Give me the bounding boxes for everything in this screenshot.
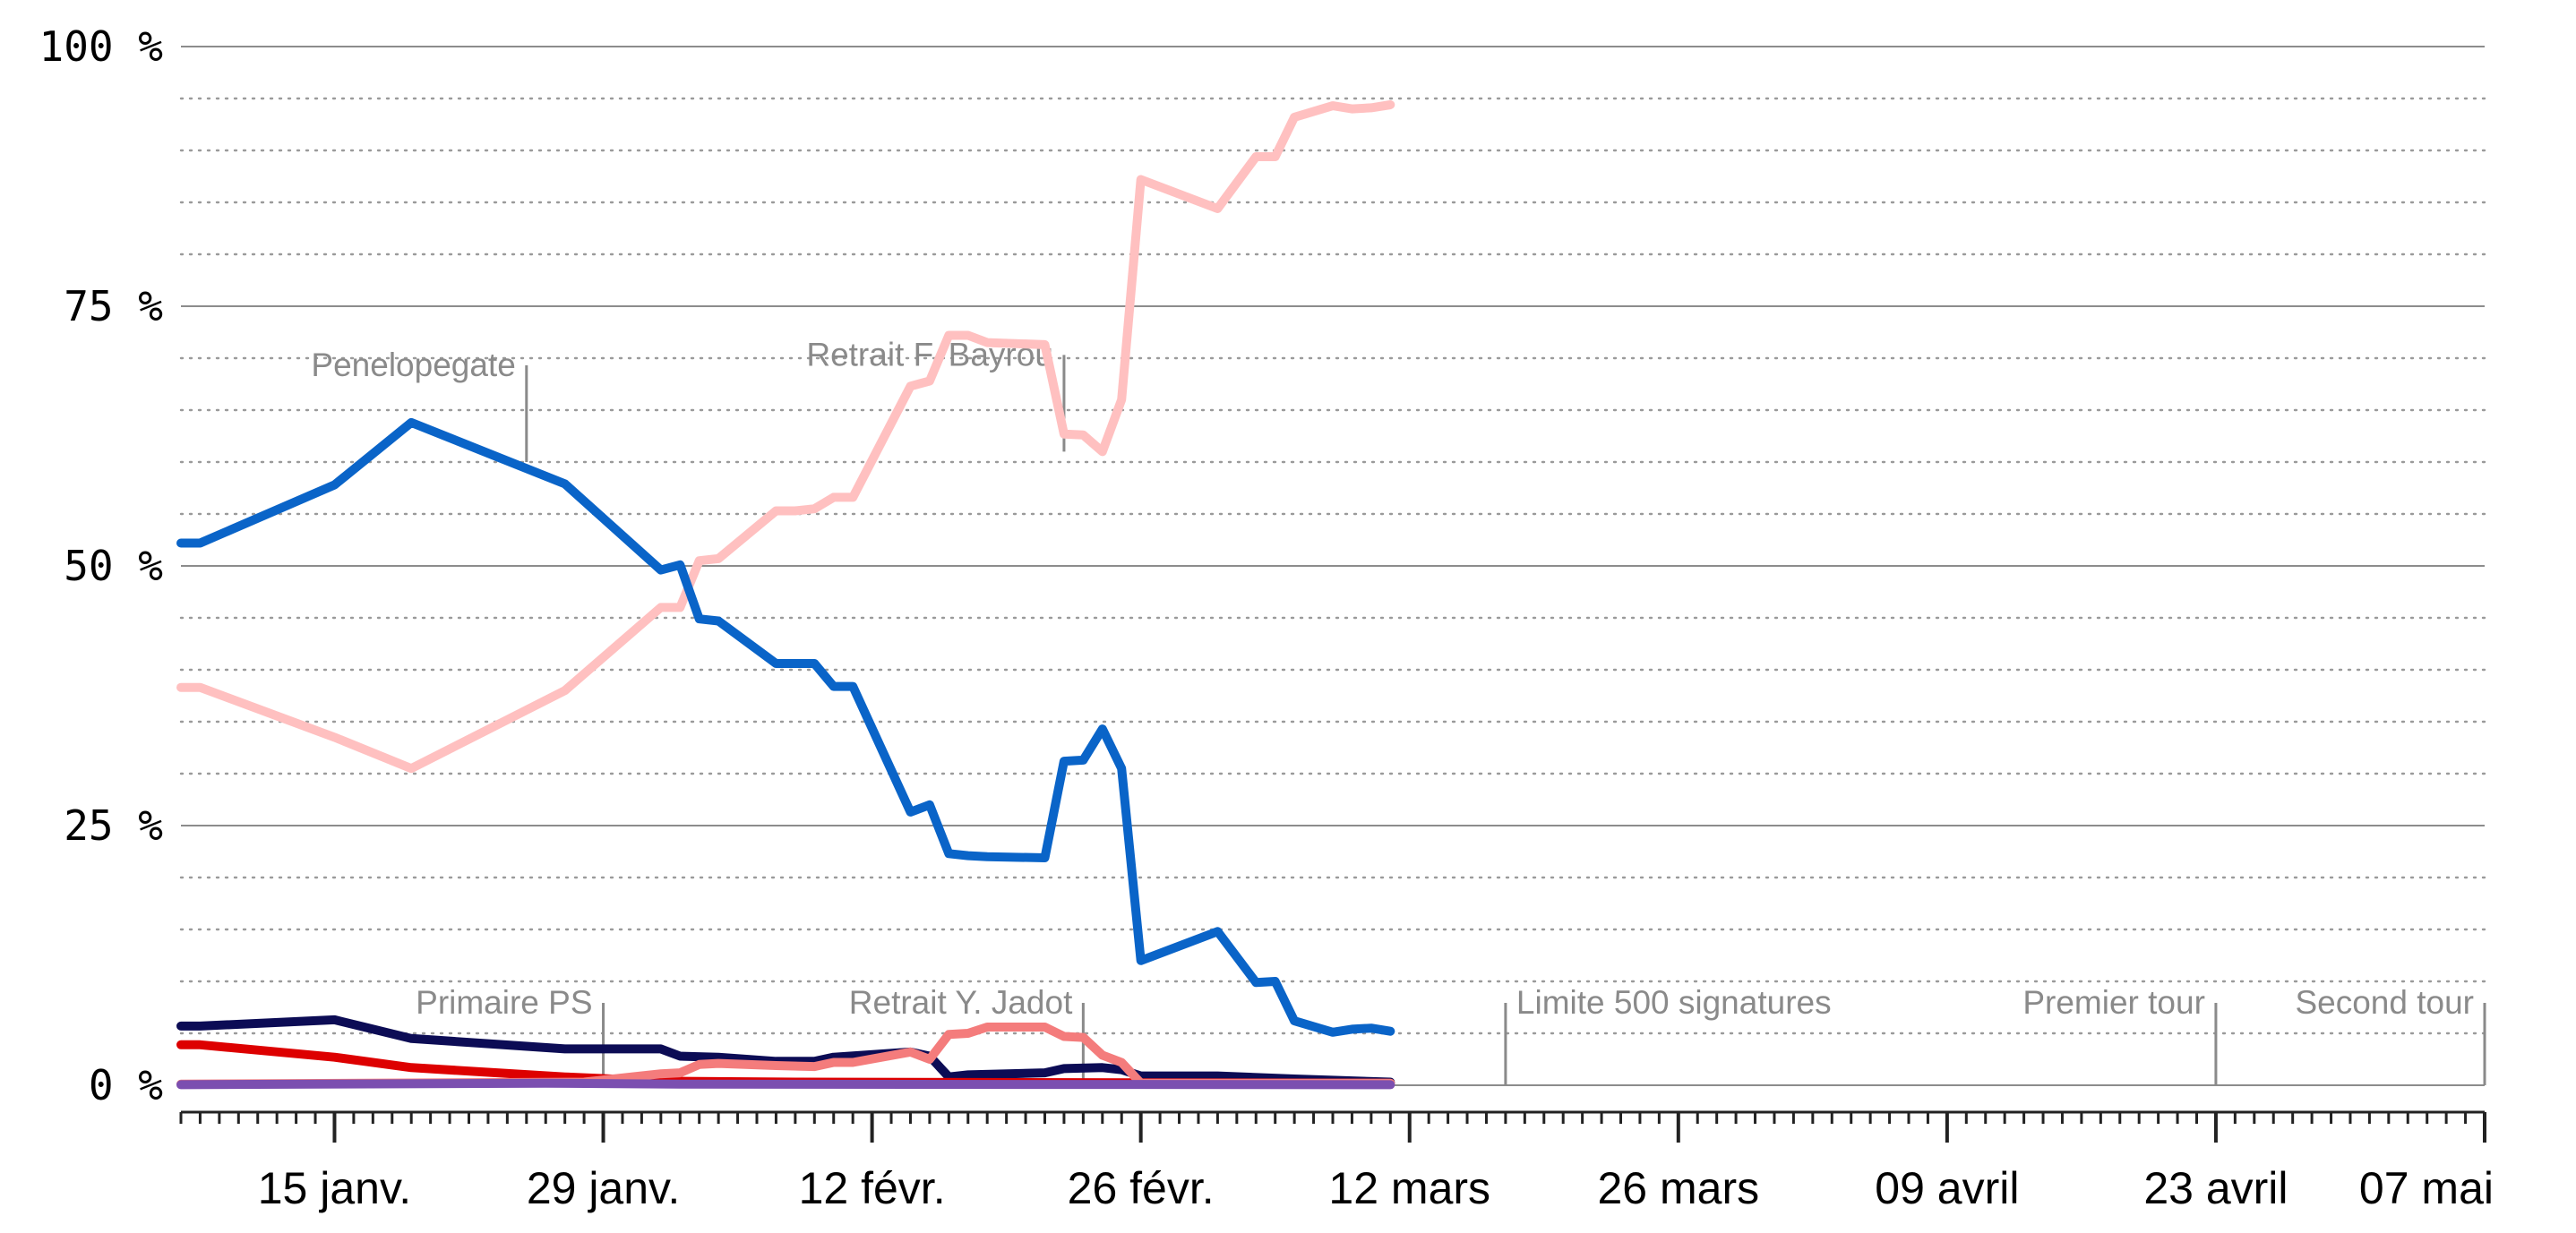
gridlines	[179, 46, 2486, 1086]
y-tick-label: 75 %	[64, 282, 163, 330]
annotation-label: Second tour	[2295, 984, 2474, 1021]
series-line-5	[176, 1023, 1395, 1089]
x-tick-label: 23 avril	[2143, 1163, 2288, 1213]
x-axis: 15 janv. 29 janv. 12 févr. 26 févr. 12 mars 2…	[179, 1110, 2494, 1213]
annotation-label: Premier tour	[2022, 984, 2205, 1021]
x-tick-label: 09 avril	[1875, 1163, 2019, 1213]
x-tick-label: 07 mai	[2359, 1163, 2494, 1213]
x-tick-label: 26 mars	[1597, 1163, 1759, 1213]
x-tick-label: 12 mars	[1328, 1163, 1490, 1213]
y-axis: 0 % 25 % 50 % 75 % 100 %	[39, 22, 163, 1109]
y-tick-label: 100 %	[39, 22, 163, 71]
y-tick-label: 25 %	[64, 801, 163, 850]
series-lines	[176, 100, 1395, 1090]
annotation-label: Retrait Y. Jadot	[849, 984, 1073, 1021]
annotation-label: Penelopegate	[311, 347, 515, 383]
series-line-2	[176, 417, 1395, 1037]
y-tick-label: 50 %	[64, 542, 163, 590]
x-tick-label: 15 janv.	[258, 1163, 411, 1213]
series-line-1	[176, 100, 1395, 774]
x-tick-label: 29 janv.	[527, 1163, 680, 1213]
x-tick-label: 26 févr.	[1068, 1163, 1215, 1213]
y-tick-label: 0 %	[89, 1061, 163, 1109]
series-line-3	[176, 1015, 1395, 1087]
annotation-label: Primaire PS	[416, 984, 592, 1021]
x-tick-label: 12 févr.	[799, 1163, 946, 1213]
annotation-label: Limite 500 signatures	[1516, 984, 1832, 1021]
series-line-6	[176, 1078, 1395, 1090]
